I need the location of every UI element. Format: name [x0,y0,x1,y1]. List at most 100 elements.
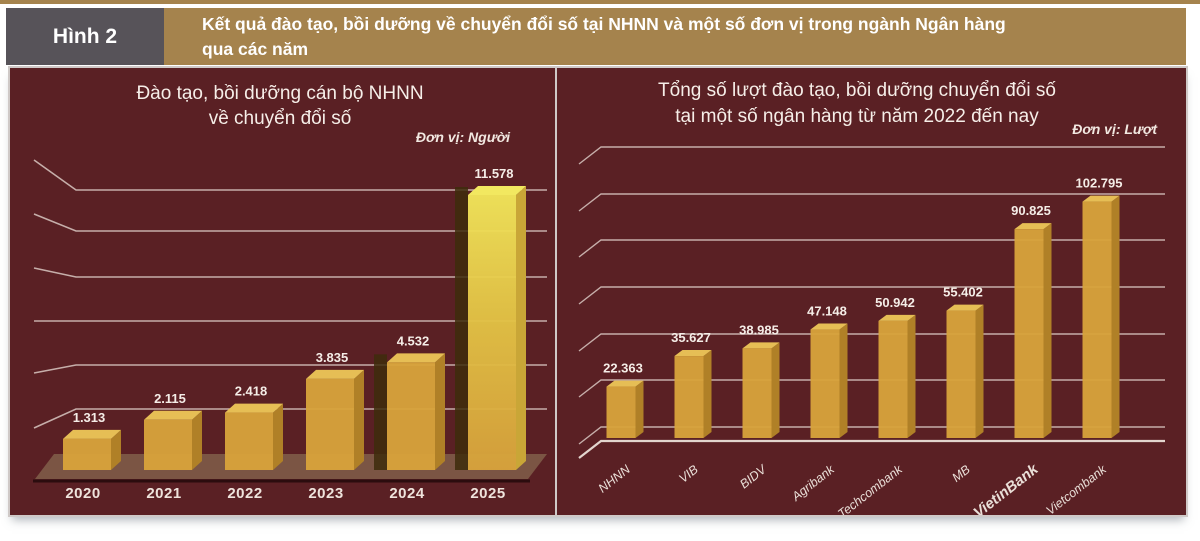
bar-value-label: 2.418 [235,384,268,399]
bar-front-face [674,356,704,438]
bar-value-label: 3.835 [316,350,349,365]
gridline [578,286,1165,305]
bar-side-face [1043,223,1052,438]
gridline [578,193,1165,212]
bar-top-face [742,342,780,349]
bar-side-face [839,323,848,438]
chart-title-line: về chuyển đổi số [209,108,352,129]
x-axis-category-label: BIDV [737,461,770,491]
x-axis-category-label: VietinBank [970,460,1042,515]
gridline [33,159,547,191]
bar-side-face [273,403,283,470]
bar-top-face [468,185,526,195]
bar-front-face [63,438,111,470]
bar-value-label: 4.532 [397,333,430,348]
bar-value-label: 2.115 [154,391,186,406]
x-axis-category-label: 2020 [65,485,100,502]
x-axis-category-label: MB [949,462,972,485]
x-axis-category-label: 2024 [389,485,425,502]
bar-value-label: 22.363 [603,361,643,376]
bar-top-face [946,304,984,311]
x-axis-category-label: 2025 [470,485,505,502]
bar-front-face [468,194,516,471]
gridline [578,146,1165,165]
figure-tag-label: Hình 2 [52,24,118,48]
bar-value-label: 55.402 [943,285,983,300]
bar-front-face [1082,201,1112,438]
figure-title-bar: Kết quả đào tạo, bồi dưỡng về chuyển đổi… [164,8,1186,65]
bar-side-face [771,342,780,438]
chart-title-line: Đào tạo, bồi dưỡng cán bộ NHNN [136,83,423,104]
bar-cast-shadow [455,186,468,471]
x-axis-category-label: Vietcombank [1043,462,1109,515]
bar-cast-shadow [374,354,387,470]
bar-side-face [435,353,445,470]
bar-top-face [144,410,202,420]
bar-value-label: 47.148 [807,304,847,319]
bar-side-face [111,429,121,470]
bar-front-face [810,329,840,438]
bar-value-label: 1.313 [73,410,106,425]
figure-title-line1: Kết quả đào tạo, bồi dưỡng về chuyển đổi… [202,13,1006,34]
bar-top-face [878,314,916,321]
bar-front-face [144,419,192,470]
bar-top-face [674,350,712,357]
top-accent-bar [0,0,1200,4]
bar-front-face [946,310,976,438]
chart-title-line: tại một số ngân hàng từ năm 2022 đến nay [675,106,1039,127]
bar-front-face [878,320,908,438]
x-axis-category-label: 2023 [308,485,343,502]
bar-side-face [975,304,984,438]
x-axis-category-label: 2021 [146,485,181,502]
bar-front-face [606,386,636,438]
chart-title-line: Tổng số lượt đào tạo, bồi dưỡng chuyển đ… [658,80,1056,101]
bar-side-face [192,410,202,470]
chart-unit-label: Đơn vị: Lượt [1072,121,1158,137]
bar-value-label: 90.825 [1011,203,1051,218]
x-axis-category-label: 2022 [227,485,262,502]
bar-value-label: 38.985 [739,322,779,337]
gridline [33,267,547,278]
bar-top-face [306,369,364,379]
bar-side-face [516,185,526,471]
bar-side-face [907,314,916,438]
bar-side-face [354,369,364,470]
figure-title-line2: qua các năm [202,38,309,59]
bar-top-face [63,429,121,439]
bar-top-face [606,380,644,387]
bar-top-face [1014,223,1052,230]
right-bar-chart: Tổng số lượt đào tạo, bồi dưỡng chuyển đ… [578,80,1165,515]
x-axis-category-label: NHNN [596,462,634,496]
bar-top-face [1082,195,1120,202]
bar-side-face [635,380,644,438]
bar-front-face [742,348,772,438]
bar-top-face [810,323,848,330]
gridline [578,379,1165,398]
bar-top-face [387,353,445,363]
bar-top-face [225,403,283,413]
bar-front-face [306,378,354,470]
bar-front-face [1014,229,1044,438]
x-axis-line [578,439,1165,459]
figure-tag: Hình 2 [6,8,164,65]
bar-front-face [225,412,273,470]
bar-value-label: 35.627 [671,330,711,345]
bar-side-face [1111,195,1120,438]
left-bar-chart: Đào tạo, bồi dưỡng cán bộ NHNN về chuyển … [33,83,547,502]
x-axis-category-label: Agribank [789,462,838,504]
bar-value-label: 102.795 [1076,176,1123,191]
chart-right-bank-totals: Tổng số lượt đào tạo, bồi dưỡng chuyển đ… [557,68,1186,515]
chart-left-training-nhnn: Đào tạo, bồi dưỡng cán bộ NHNN về chuyển … [10,68,555,515]
bar-value-label: 11.578 [474,166,513,181]
x-axis-category-label: Techcombank [835,462,905,515]
x-axis-category-label: VIB [676,462,701,485]
bar-front-face [387,362,435,470]
gridline [578,239,1165,258]
charts-panel: Đào tạo, bồi dưỡng cán bộ NHNN về chuyển … [8,66,1188,517]
chart-unit-label: Đơn vị: Người [416,129,511,145]
bar-side-face [703,350,712,438]
panel-divider [555,68,557,515]
gridline [578,333,1165,352]
gridline [33,213,547,232]
